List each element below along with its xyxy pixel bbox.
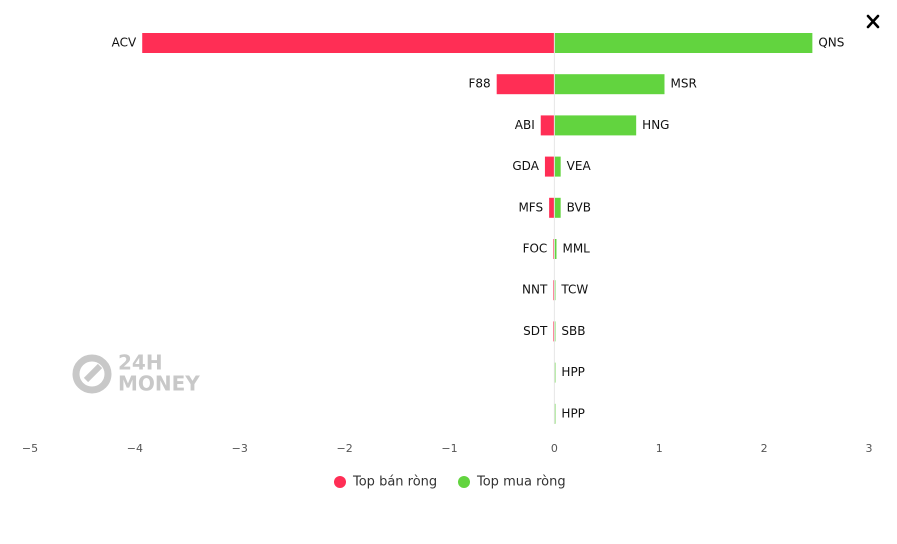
bar-label: ACV xyxy=(112,36,137,50)
bar xyxy=(554,197,561,218)
bar xyxy=(554,239,557,259)
bar-label: HPP xyxy=(561,365,585,379)
bar-label: F88 xyxy=(469,77,491,91)
bar-label: HPP xyxy=(561,406,585,420)
x-tick-label: 0 xyxy=(551,442,558,455)
legend-marker xyxy=(458,476,470,488)
bar xyxy=(553,321,555,342)
x-tick-label: −3 xyxy=(232,442,248,455)
legend-label: Top mua ròng xyxy=(476,475,566,490)
bar-label: GDA xyxy=(512,159,539,173)
bar-label: NNT xyxy=(522,283,548,297)
x-tick-label: −5 xyxy=(22,442,38,455)
legend-marker xyxy=(334,476,346,488)
bar-label: SBB xyxy=(561,324,585,338)
bar xyxy=(142,33,555,53)
bar xyxy=(549,197,555,218)
x-tick-label: 3 xyxy=(866,442,873,455)
bar xyxy=(544,156,555,177)
bar-label: MSR xyxy=(670,77,696,91)
bar xyxy=(496,74,555,95)
bar-label: QNS xyxy=(818,36,844,50)
bar-label: ABI xyxy=(515,118,535,132)
close-button[interactable] xyxy=(860,10,884,34)
x-tick-label: 1 xyxy=(656,442,663,455)
bar xyxy=(554,74,665,95)
x-tick-label: −1 xyxy=(441,442,457,455)
bar-label: TCW xyxy=(560,283,588,297)
bar-label: VEA xyxy=(567,159,592,173)
bar-label: HNG xyxy=(642,118,669,132)
x-tick-label: −2 xyxy=(337,442,353,455)
bar xyxy=(553,239,555,259)
x-tick-label: −4 xyxy=(127,442,143,455)
bar xyxy=(553,280,555,301)
bar xyxy=(554,280,556,301)
bar xyxy=(554,33,813,53)
watermark-logo: 24H MONEY xyxy=(72,351,200,396)
watermark-text: 24H xyxy=(118,351,163,375)
bar xyxy=(540,115,555,136)
bar-label: FOC xyxy=(523,242,548,256)
legend-label: Top bán ròng xyxy=(352,475,437,490)
bar-label: MFS xyxy=(518,200,543,214)
bar xyxy=(554,115,637,136)
bar xyxy=(554,156,561,177)
bar xyxy=(554,321,556,342)
bar-label: BVB xyxy=(567,200,591,214)
x-tick-label: 2 xyxy=(761,442,768,455)
bar xyxy=(554,362,556,383)
bar-label: MML xyxy=(562,242,590,256)
bar-label: SDT xyxy=(523,324,548,338)
bar xyxy=(554,403,556,424)
watermark-text: MONEY xyxy=(118,372,200,396)
